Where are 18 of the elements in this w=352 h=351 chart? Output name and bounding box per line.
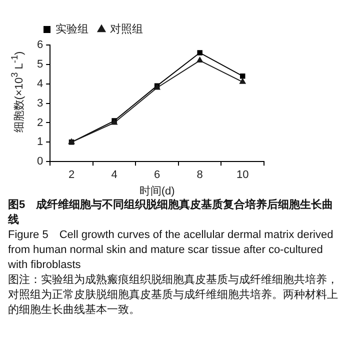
y-tick-label: 6	[36, 39, 44, 52]
y-tick-label: 3	[36, 97, 44, 110]
legend-label: 实验组	[56, 22, 88, 36]
y-tick-label: 2	[36, 116, 44, 129]
text: 图5 成纤维细胞与不同组织脱细胞真皮基质复合培养后细胞生长曲线	[8, 198, 334, 228]
y-tick-label: 1	[36, 136, 44, 148]
x-tick-label: 2	[68, 169, 75, 182]
legend-label: 对照组	[110, 22, 143, 36]
x-axis-title: 时间(d)	[139, 184, 175, 198]
caption: Figure 5 Cell growth curves of the acellular dermal matrix derived from human normal skin and mature scar tissue after co-cultured with fibroblasts	[8, 228, 334, 273]
text: 图注：实验组为成熟瘢痕组织脱细胞真皮基质与成纤维细胞共培养，对照组为正常皮肤脱细胞真皮基质与成纤维细胞共培养。两种材料上的细胞生长曲线基本一致。	[8, 273, 339, 318]
x-tick-label: 10	[236, 169, 249, 182]
y-tick-label: 0	[36, 156, 44, 168]
y-tick-label: 5	[36, 58, 44, 70]
y-tick-label: 4	[36, 78, 44, 90]
x-tick-label: 4	[111, 169, 118, 182]
x-tick-label: 6	[154, 169, 160, 182]
x-tick-label: 8	[196, 169, 203, 182]
